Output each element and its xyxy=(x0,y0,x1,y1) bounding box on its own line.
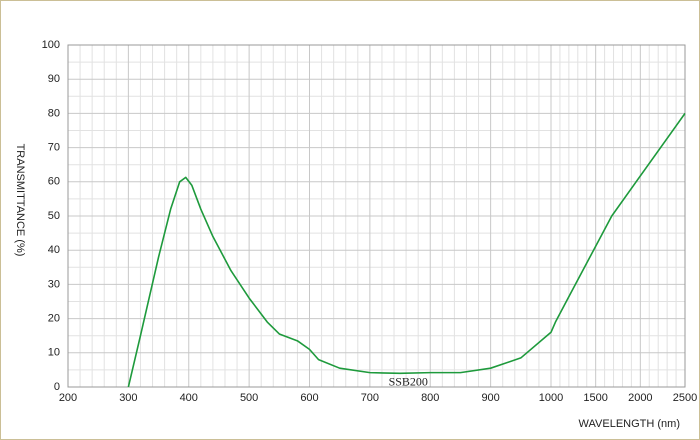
data-line xyxy=(127,112,686,388)
x-tick-label: 700 xyxy=(361,392,379,404)
x-tick-label: 2500 xyxy=(673,392,697,404)
x-tick-label: 800 xyxy=(421,392,439,404)
x-tick-label: 400 xyxy=(180,392,198,404)
x-tick-label: 500 xyxy=(240,392,258,404)
y-tick-label: 60 xyxy=(48,176,60,188)
y-tick-label: 40 xyxy=(48,244,60,256)
y-tick-label: 70 xyxy=(48,142,60,154)
y-tick-label: 80 xyxy=(48,107,60,119)
y-tick-label: 20 xyxy=(48,313,60,325)
x-tick-label: 200 xyxy=(59,392,77,404)
series-label: SSB200 xyxy=(389,374,428,388)
y-axis-label: TRANSMITTANCE (%) xyxy=(14,144,26,257)
x-axis-label: WAVELENGTH (nm) xyxy=(579,418,680,430)
x-tick-label: 900 xyxy=(481,392,499,404)
y-tick-label: 100 xyxy=(42,39,60,51)
x-tick-label: 1500 xyxy=(583,392,607,404)
y-tick-label: 0 xyxy=(54,381,60,393)
y-tick-label: 50 xyxy=(48,210,60,222)
plot-border xyxy=(67,44,686,388)
x-tick-label: 300 xyxy=(119,392,137,404)
x-tick-label: 1000 xyxy=(539,392,563,404)
y-tick-label: 10 xyxy=(48,347,60,359)
x-tick-label: 2000 xyxy=(628,392,652,404)
y-tick-label: 30 xyxy=(48,278,60,290)
y-tick-label: 90 xyxy=(48,73,60,85)
x-tick-label: 600 xyxy=(300,392,318,404)
